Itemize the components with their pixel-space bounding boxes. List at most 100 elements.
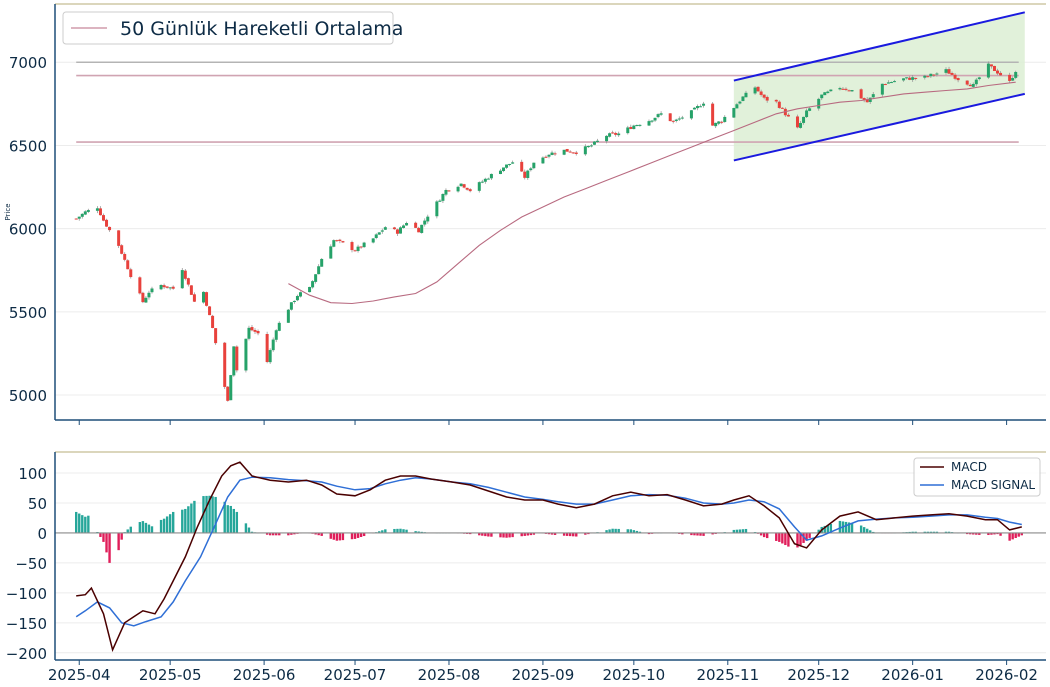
candle-body xyxy=(702,103,706,106)
macd-histogram-bar xyxy=(550,532,554,535)
macd-histogram-bar xyxy=(384,529,387,533)
candle-body xyxy=(101,215,105,221)
macd-histogram-bar xyxy=(117,532,120,551)
macd-histogram-bar xyxy=(532,532,536,535)
candle-body xyxy=(838,88,842,90)
x-tick-label: 2025-07 xyxy=(324,666,387,683)
macd-histogram-bar xyxy=(838,520,842,533)
candle-body xyxy=(823,92,827,96)
macd-histogram-bar xyxy=(978,532,981,535)
macd-legend: MACD MACD SIGNAL xyxy=(913,457,1041,497)
macd-histogram-bar xyxy=(414,531,417,533)
macd-histogram-bar xyxy=(402,529,405,533)
macd-histogram-bar xyxy=(171,511,175,533)
candle-body xyxy=(847,90,851,92)
candle-body xyxy=(574,152,578,154)
candle-body xyxy=(247,327,251,339)
macd-histogram-bar xyxy=(1014,532,1017,539)
macd-histogram-bar xyxy=(332,532,336,540)
candle-body xyxy=(80,213,84,217)
macd-histogram-bar xyxy=(999,532,1002,536)
candle-body xyxy=(311,281,315,288)
candle-body xyxy=(914,77,918,79)
candle-body xyxy=(441,194,445,201)
candle-body xyxy=(447,190,451,192)
candle-body xyxy=(129,269,133,278)
candle-body xyxy=(720,121,724,123)
candle-body xyxy=(753,87,757,94)
price-tick-label: 5500 xyxy=(9,304,47,322)
sma-50-line xyxy=(288,81,1016,305)
candle-body xyxy=(359,246,363,248)
candle-body xyxy=(650,120,654,122)
candle-body xyxy=(635,125,639,127)
candle-body xyxy=(380,230,384,232)
candle-body xyxy=(932,74,936,76)
macd-histogram-bar xyxy=(272,532,275,536)
macd-histogram-bar xyxy=(350,532,354,540)
macd-histogram-bar xyxy=(147,524,151,533)
candle-body xyxy=(377,232,381,235)
candle-body xyxy=(168,287,172,289)
candle-body xyxy=(192,294,196,302)
candle-body xyxy=(520,161,524,172)
macd-histogram-bar xyxy=(247,527,251,533)
macd-histogram-bar xyxy=(990,532,993,535)
candle-body xyxy=(617,133,621,136)
macd-legend-box xyxy=(913,457,1041,497)
macd-histogram-bar xyxy=(502,532,505,538)
macd-histogram-bar xyxy=(614,528,617,533)
candle-body xyxy=(638,124,642,126)
candle-body xyxy=(253,329,257,332)
candle-body xyxy=(926,76,930,78)
macd-histogram-bar xyxy=(796,532,799,548)
macd-histogram-bar xyxy=(787,532,790,547)
candle-body xyxy=(865,99,869,103)
macd-histogram-bar xyxy=(975,532,978,535)
candle-body xyxy=(498,170,502,175)
candle-body xyxy=(438,200,442,202)
candle-body xyxy=(162,285,166,288)
macd-histogram-bar xyxy=(799,532,802,546)
signal-legend-label: MACD SIGNAL xyxy=(951,478,1035,492)
candle-body xyxy=(586,145,590,148)
candle-body xyxy=(929,73,933,77)
macd-histogram-bar xyxy=(568,532,572,537)
candle-body xyxy=(402,225,406,228)
candle-body xyxy=(808,108,812,111)
candle-body xyxy=(314,274,318,282)
candle-body xyxy=(183,270,187,279)
candle-body xyxy=(711,103,715,126)
macd-histogram-bar xyxy=(187,506,190,533)
macd-histogram-bar xyxy=(632,530,636,533)
candle-body xyxy=(105,219,109,227)
macd-histogram-bar xyxy=(378,531,381,533)
candle-body xyxy=(214,328,218,344)
macd-histogram-bar xyxy=(511,532,514,538)
macd-histogram-bar xyxy=(696,532,699,536)
candle-body xyxy=(608,133,612,137)
candle-body xyxy=(508,163,512,165)
macd-histogram-bar xyxy=(329,532,332,539)
macd-histogram-bar xyxy=(523,532,526,536)
candle-body xyxy=(232,346,236,376)
candle-body xyxy=(362,242,366,248)
candle-body xyxy=(332,240,336,247)
candle-body xyxy=(614,132,618,135)
candle-body xyxy=(483,178,487,182)
candle-body xyxy=(544,156,548,158)
candle-body xyxy=(565,148,569,152)
candle-body xyxy=(338,239,342,241)
candle-body xyxy=(353,250,357,252)
candle-body xyxy=(717,121,721,124)
candle-body xyxy=(989,64,993,67)
macd-histogram-bar xyxy=(105,532,108,553)
candle-body xyxy=(108,226,112,231)
candle-body xyxy=(150,288,154,293)
macd-histogram-bar xyxy=(508,532,511,538)
macd-histogram-bar xyxy=(138,522,142,533)
candle-body xyxy=(871,94,875,98)
candle-body xyxy=(692,107,696,110)
macd-histogram-bar xyxy=(205,495,208,533)
trend-channel-fill xyxy=(733,12,1025,161)
